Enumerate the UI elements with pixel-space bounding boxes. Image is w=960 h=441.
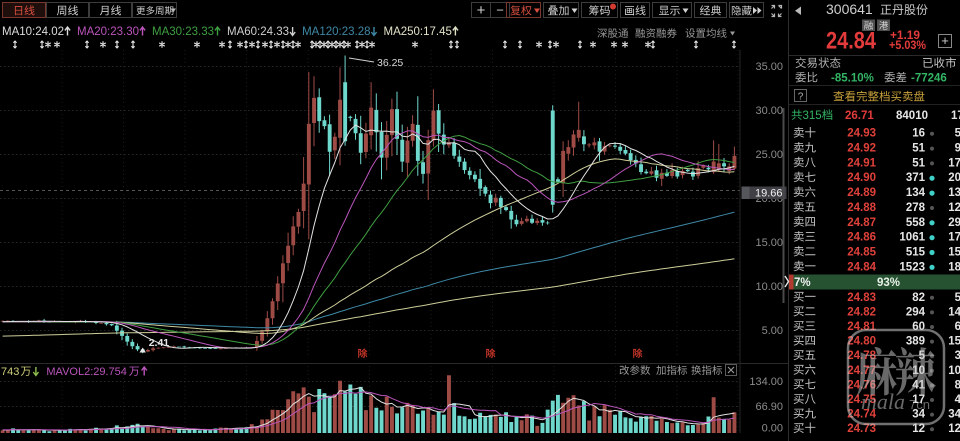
svg-text:+: + [941,33,949,48]
svg-text:25.00: 25.00 [755,149,783,161]
svg-text:10: 10 [948,365,960,377]
svg-text:134.00: 134.00 [749,376,783,388]
svg-text:30.00: 30.00 [755,105,783,117]
svg-text:0.00: 0.00 [762,423,783,435]
svg-text:300641: 300641 [826,1,873,17]
svg-text:16: 16 [912,128,925,140]
svg-text:294: 294 [906,306,926,318]
svg-text:371: 371 [906,172,926,184]
svg-text:315: 315 [803,110,822,122]
svg-text:MA60:24.33: MA60:24.33 [227,26,289,38]
svg-text:24.84: 24.84 [847,261,876,273]
svg-text:-77246: -77246 [911,73,947,85]
svg-text:24.91: 24.91 [847,157,876,169]
svg-text:515: 515 [906,247,926,259]
svg-text:5: 5 [955,128,960,140]
svg-text:9: 9 [955,143,960,155]
svg-text:18: 18 [948,261,960,273]
svg-text:17: 17 [912,394,925,406]
svg-text:24.89: 24.89 [847,187,876,199]
svg-text:12: 12 [912,423,925,435]
svg-text:66.90: 66.90 [755,401,783,413]
svg-text:24.74: 24.74 [847,409,876,421]
svg-text:1523: 1523 [899,261,925,273]
svg-text:2.41: 2.41 [149,337,170,349]
svg-text:278: 278 [906,202,926,214]
svg-text:3: 3 [955,350,960,362]
svg-text:24.88: 24.88 [847,202,876,214]
svg-text:5.00: 5.00 [762,325,783,337]
svg-text:29: 29 [948,217,960,229]
svg-text:MA30:23.33: MA30:23.33 [152,26,214,38]
svg-text:13: 13 [948,187,960,199]
svg-text:24.82: 24.82 [847,306,876,318]
svg-text:17: 17 [948,157,960,169]
svg-text:84010: 84010 [896,110,928,122]
svg-text:+1.19: +1.19 [890,28,920,42]
svg-text:14: 14 [948,306,960,318]
svg-text:51: 51 [912,157,925,169]
svg-text:82: 82 [912,292,925,304]
svg-text:+: + [477,2,486,19]
svg-text:+5.03%: +5.03% [889,38,926,52]
svg-text:35.00: 35.00 [755,61,783,73]
svg-text:17: 17 [951,110,960,122]
svg-text:34: 34 [948,409,960,421]
svg-text:12: 12 [948,423,960,435]
svg-text:24.75: 24.75 [847,394,876,406]
svg-text:MA250:17.45: MA250:17.45 [384,26,452,38]
svg-text:−: − [496,3,504,18]
svg-text:134: 134 [906,187,926,199]
svg-text:mala: mala [861,389,905,414]
svg-text:24.86: 24.86 [847,232,876,244]
svg-text:15: 15 [948,336,960,348]
svg-text:MA20:23.30: MA20:23.30 [77,26,139,38]
svg-text:19.66: 19.66 [755,188,783,200]
svg-text:20: 20 [948,172,960,184]
svg-text:24.83: 24.83 [847,292,876,304]
svg-text:558: 558 [906,217,926,229]
svg-text:7%: 7% [794,277,811,289]
svg-text:1061: 1061 [899,232,925,244]
svg-text:34: 34 [912,409,925,421]
svg-text:36.25: 36.25 [377,57,403,69]
svg-text:?: ? [798,92,804,103]
svg-text:24.85: 24.85 [847,247,876,259]
svg-text:93%: 93% [877,277,900,289]
svg-text:4: 4 [955,394,960,406]
svg-text:MA10:24.02: MA10:24.02 [2,26,64,38]
svg-text:6: 6 [955,321,960,333]
svg-text:24.87: 24.87 [847,217,876,229]
svg-text:MAVOL2:29.754: MAVOL2:29.754 [46,366,127,378]
svg-text:10.00: 10.00 [755,281,783,293]
svg-text:743: 743 [1,366,19,378]
svg-text:51: 51 [912,143,925,155]
svg-text:26.71: 26.71 [845,110,874,122]
svg-text:24.80: 24.80 [847,336,876,348]
svg-text:17: 17 [948,232,960,244]
svg-text:5: 5 [955,292,960,304]
svg-text:8: 8 [955,379,960,391]
svg-text:15.00: 15.00 [755,237,783,249]
svg-text:24.92: 24.92 [847,143,876,155]
svg-text:MA120:23.28: MA120:23.28 [302,26,370,38]
svg-text:24.93: 24.93 [847,128,876,140]
svg-text:15: 15 [948,247,960,259]
svg-text:24.84: 24.84 [826,28,876,55]
svg-text:389: 389 [906,336,925,348]
svg-text:24.73: 24.73 [847,423,876,435]
svg-text:7cn: 7cn [909,397,930,412]
svg-text:12: 12 [948,202,960,214]
svg-text:-85.10%: -85.10% [831,73,874,85]
svg-text:24.90: 24.90 [847,172,876,184]
